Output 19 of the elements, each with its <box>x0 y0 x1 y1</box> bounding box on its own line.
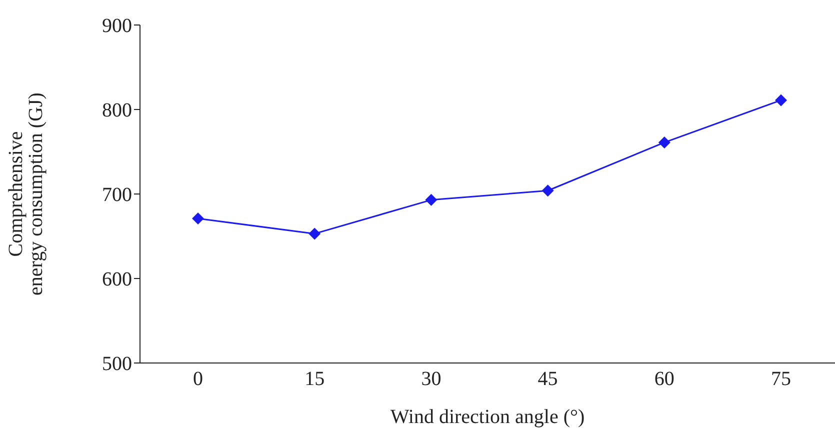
x-tick-label: 45 <box>538 368 558 390</box>
y-tick-label: 600 <box>102 268 132 291</box>
y-tick-label: 800 <box>102 100 132 122</box>
x-tick-label: 60 <box>654 368 674 390</box>
x-axis-title: Wind direction angle (°) <box>390 406 585 428</box>
x-tick-label: 75 <box>771 368 791 390</box>
x-tick-label: 30 <box>421 368 442 390</box>
point <box>425 194 438 206</box>
point <box>775 94 787 106</box>
point <box>658 136 670 148</box>
point <box>192 212 204 225</box>
y-tick-label: 500 <box>102 353 132 376</box>
point <box>308 228 321 240</box>
x-tick-label: 15 <box>304 368 325 390</box>
point <box>542 184 554 197</box>
y-tick-label: 700 <box>102 184 132 206</box>
x-tick-label: 0 <box>193 368 203 390</box>
y-tick-label: 900 <box>102 15 132 38</box>
y-axis-title: Comprehensive energy consumption (GJ) <box>5 92 47 296</box>
